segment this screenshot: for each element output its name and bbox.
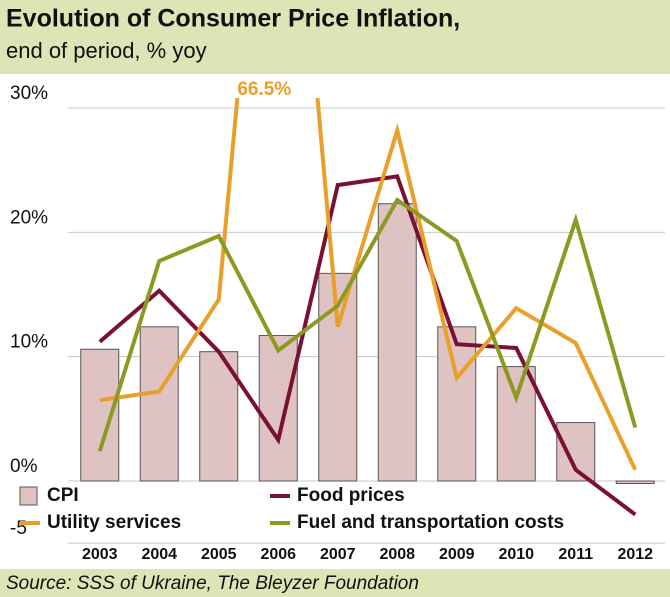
bar [615, 480, 655, 484]
annotation: 66.5% [237, 79, 291, 100]
x-tick-label: 2012 [617, 546, 653, 563]
legend-swatch [19, 486, 38, 506]
bar [437, 326, 477, 482]
bar [258, 335, 298, 482]
x-tick-label: 2007 [320, 546, 356, 563]
x-tick-label: 2009 [439, 546, 475, 563]
bar [496, 366, 536, 482]
bar [377, 203, 417, 482]
y-tick-label: 30% [10, 83, 48, 104]
line [99, 98, 638, 471]
y-tick-label: 20% [10, 207, 48, 228]
x-tick-label: 2008 [379, 546, 415, 563]
legend-label: Fuel and transportation costs [297, 512, 564, 533]
x-tick-label: 2006 [260, 546, 296, 563]
legend-label: CPI [47, 485, 79, 506]
chart-title: Evolution of Consumer Price Inflation, [6, 5, 460, 33]
source: Source: SSS of Ukraine, The Bleyzer Foun… [6, 573, 419, 594]
legend-label: Food prices [297, 485, 405, 506]
x-tick-label: 2010 [498, 546, 534, 563]
x-tick-label: 2011 [558, 546, 593, 563]
x-tick-label: 2005 [201, 546, 237, 563]
x-tick-label: 2003 [82, 546, 118, 563]
x-tick-label: 2004 [141, 546, 177, 563]
title-band [0, 0, 670, 74]
legend-label: Utility services [47, 512, 181, 533]
series-layer [80, 98, 655, 517]
y-tick-label: 0% [10, 456, 38, 477]
line [97, 197, 638, 452]
line [98, 174, 637, 517]
y-tick-label: 10% [10, 332, 48, 353]
bar [139, 326, 179, 482]
source-band [0, 569, 670, 597]
chart-subtitle: end of period, % yoy [6, 38, 207, 63]
